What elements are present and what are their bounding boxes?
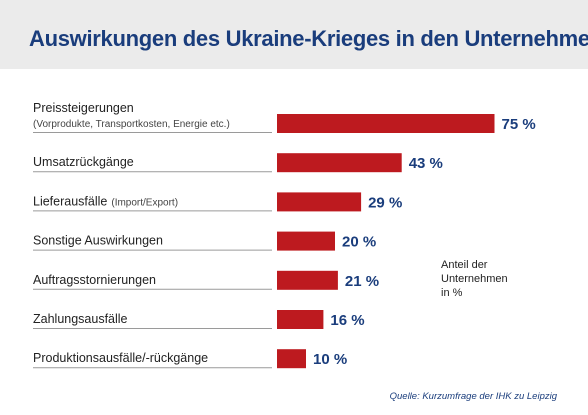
category-label-main: Produktionsausfälle/-rückgänge [33,351,208,365]
bar [277,192,362,212]
value-label: 43 % [409,155,443,172]
category-label: Lieferausfälle (Import/Export) [33,194,178,208]
category-label-main: Auftragsstornierungen [33,273,156,287]
category-label-sub: (Import/Export) [111,197,178,208]
value-label: 75 % [502,116,536,133]
title-bar [0,0,588,69]
chart-title: Auswirkungen des Ukraine-Krieges in den … [29,26,588,51]
category-label-main: Lieferausfälle [33,194,107,208]
category-label: Produktionsausfälle/-rückgänge [33,351,208,365]
category-label: Auftragsstornierungen [33,273,156,287]
bar [277,114,495,133]
value-label: 10 % [313,351,347,368]
bar [277,231,335,251]
category-label-main: Sonstige Auswirkungen [33,234,163,248]
category-label: Preissteigerungen [33,101,134,115]
unit-note-line: Anteil der [441,259,488,271]
category-sublabel: (Vorprodukte, Transportkosten, Energie e… [33,119,230,130]
unit-note-line: in % [441,287,463,299]
value-label: 29 % [368,194,402,211]
source-note: Quelle: Kurzumfrage der IHK zu Leipzig [389,391,557,402]
value-label: 20 % [342,234,376,251]
category-label-main: Umsatzrückgänge [33,155,134,169]
bar [277,349,306,369]
value-label: 21 % [345,273,379,290]
bar [277,270,338,290]
category-label: Umsatzrückgänge [33,155,134,169]
bar [277,153,402,173]
unit-note: Anteil der Unternehmen in % [441,258,541,300]
unit-note-line: Unternehmen [441,273,508,285]
category-label-main: Zahlungsausfälle [33,312,128,326]
value-label: 16 % [330,312,364,329]
bar [277,310,324,329]
category-label: Sonstige Auswirkungen [33,234,163,248]
category-label-main: Preissteigerungen [33,101,134,115]
category-label: Zahlungsausfälle [33,312,128,326]
